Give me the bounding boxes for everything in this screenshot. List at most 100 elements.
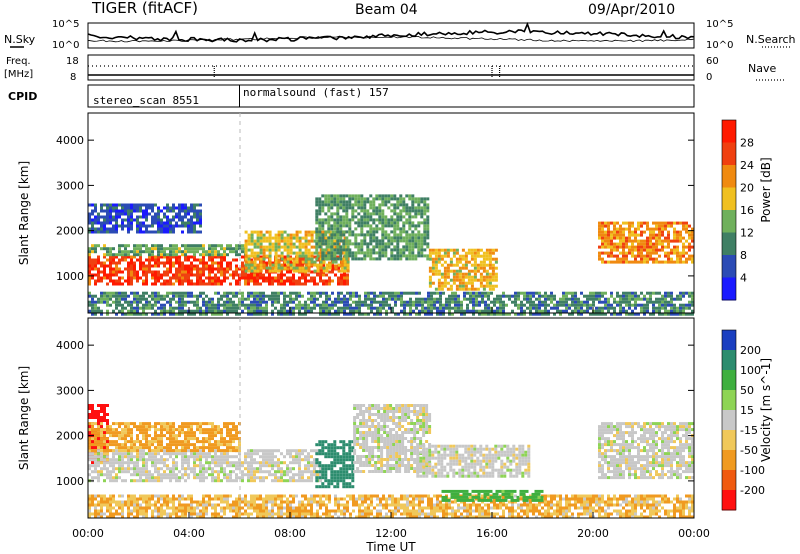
heatmap-cell (184, 224, 187, 228)
heatmap-cell (464, 251, 468, 255)
heatmap-cell (190, 250, 193, 254)
heatmap-cell (640, 291, 643, 295)
heatmap-cell (330, 224, 334, 228)
heatmap-cell (181, 452, 184, 456)
heatmap-cell (292, 257, 296, 261)
heatmap-cell (664, 221, 667, 225)
heatmap-cell (226, 264, 229, 268)
heatmap-cell (112, 479, 115, 483)
heatmap-cell (482, 260, 486, 264)
heatmap-cell (346, 282, 349, 286)
heatmap-cell (417, 233, 421, 237)
heatmap-cell (274, 251, 278, 255)
heatmap-cell (253, 300, 256, 304)
heatmap-cell (148, 303, 151, 307)
heatmap-cell (625, 297, 628, 301)
heatmap-cell (106, 446, 109, 450)
heatmap-cell (154, 309, 157, 313)
heatmap-cell (345, 218, 349, 222)
heatmap-cell (334, 230, 338, 234)
heatmap-cell (121, 434, 124, 438)
heatmap-cell (133, 261, 136, 265)
heatmap-cell (682, 309, 685, 313)
heatmap-cell (199, 282, 202, 286)
heatmap-cell (399, 215, 403, 219)
heatmap-cell (366, 218, 370, 222)
heatmap-cell (610, 291, 613, 295)
heatmap-cell (166, 230, 169, 234)
heatmap-cell (181, 449, 184, 453)
heatmap-cell (151, 312, 154, 316)
heatmap-cell (118, 244, 121, 248)
heatmap-cell (217, 312, 220, 316)
heatmap-cell (315, 251, 319, 255)
heatmap-cell (396, 245, 400, 249)
heatmap-cell (187, 291, 190, 295)
heatmap-cell (133, 446, 136, 450)
heatmap-cell (556, 306, 559, 310)
heatmap-cell (430, 303, 433, 307)
heatmap-cell (199, 449, 202, 453)
heatmap-cell (565, 291, 568, 295)
heatmap-cell (452, 254, 456, 258)
heatmap-cell (175, 253, 178, 257)
heatmap-cell (405, 221, 409, 225)
heatmap-cell (91, 230, 94, 234)
heatmap-cell (420, 212, 424, 216)
heatmap-cell (277, 239, 281, 243)
heatmap-cell (268, 470, 271, 474)
heatmap-cell (511, 294, 514, 298)
heatmap-cell (142, 244, 145, 248)
heatmap-cell (652, 312, 655, 316)
heatmap-cell (181, 221, 184, 225)
heatmap-cell (298, 312, 301, 316)
heatmap-cell (304, 248, 308, 252)
heatmap-cell (360, 233, 364, 237)
heatmap-cell (103, 455, 106, 459)
noise-search-series (87, 35, 695, 43)
heatmap-cell (262, 458, 265, 462)
heatmap-cell (343, 282, 346, 286)
heatmap-cell (423, 212, 427, 216)
heatmap-cell (415, 297, 418, 301)
heatmap-cell (321, 194, 325, 198)
heatmap-cell (482, 263, 486, 267)
heatmap-cell (328, 312, 331, 316)
heatmap-cell (289, 266, 293, 270)
heatmap-cell (304, 458, 307, 462)
heatmap-cell (238, 276, 241, 280)
heatmap-cell (256, 245, 260, 249)
heatmap-cell (139, 446, 142, 450)
heatmap-cell (511, 309, 514, 313)
heatmap-cell (106, 250, 109, 254)
heatmap-cell (446, 281, 450, 285)
heatmap-cell (97, 437, 100, 440)
heatmap-cell (196, 422, 199, 426)
heatmap-cell (448, 306, 451, 310)
heatmap-cell (381, 218, 385, 222)
heatmap-cell (396, 257, 400, 261)
heatmap-cell (181, 230, 184, 234)
heatmap-cell (583, 300, 586, 304)
heatmap-cell (399, 257, 403, 261)
heatmap-cell (157, 458, 160, 462)
heatmap-cell (250, 260, 254, 264)
heatmap-cell (470, 257, 474, 261)
heatmap-cell (223, 467, 226, 471)
heatmap-cell (259, 470, 262, 474)
heatmap-cell (142, 449, 145, 453)
heatmap-cell (568, 297, 571, 301)
heatmap-cell (106, 258, 109, 262)
heatmap-cell (485, 248, 489, 252)
heatmap-cell (339, 206, 343, 210)
heatmap-cell (148, 212, 151, 216)
heatmap-cell (464, 284, 468, 288)
heatmap-cell (298, 258, 301, 262)
heatmap-cell (133, 473, 136, 477)
heatmap-cell (367, 303, 370, 307)
heatmap-cell (372, 227, 376, 231)
heatmap-cell (646, 245, 649, 249)
heatmap-cell (478, 309, 481, 313)
heatmap-cell (94, 461, 97, 465)
heatmap-cell (97, 446, 100, 450)
